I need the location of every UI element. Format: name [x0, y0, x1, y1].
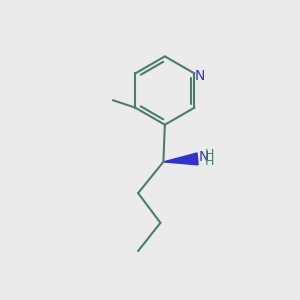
Polygon shape: [164, 153, 198, 165]
Text: H: H: [205, 155, 214, 168]
Text: N: N: [199, 149, 209, 164]
Text: N: N: [195, 69, 205, 83]
Text: H: H: [205, 148, 214, 161]
